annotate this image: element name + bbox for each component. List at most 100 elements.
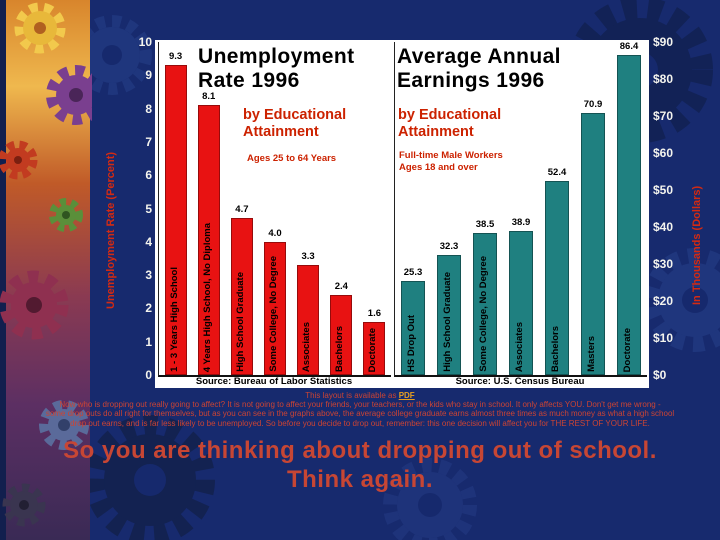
bar-category-label: 1 - 3 Years High School	[168, 267, 180, 372]
left-chart-note: Ages 25 to 64 Years	[247, 153, 337, 164]
left-chart-y-axis-ticks: 10 9 8 7 6 5 4 3 2 1 0	[122, 35, 152, 382]
gear-icon	[49, 198, 83, 232]
earnings-chart-plot: 25.3 HS Drop Out 32.3 High School Graduate 3…	[394, 41, 647, 377]
bar-value-label: 70.9	[583, 99, 603, 110]
gear-icon	[0, 270, 69, 340]
bar-value-label: 3.3	[301, 251, 315, 262]
y-tick-label: $60	[653, 146, 674, 160]
bar-category-label: Associates	[301, 321, 313, 372]
bar-category-label: Bachelors	[334, 326, 346, 372]
pdf-availability-line: This layout is available as PDF	[0, 391, 720, 400]
bar-category-label: Masters	[586, 336, 597, 372]
bar-category-label: Doctorate	[367, 327, 379, 372]
bar	[164, 65, 187, 375]
y-tick-label: 5	[145, 201, 152, 216]
bar	[437, 255, 461, 375]
y-tick-label: $30	[653, 257, 674, 271]
y-tick-label: $20	[653, 294, 674, 308]
gear-icon	[14, 2, 66, 54]
bar	[330, 295, 353, 375]
gear-icon	[643, 248, 720, 352]
gear-icon	[72, 15, 152, 95]
y-tick-label: 1	[145, 334, 152, 349]
right-chart-source: Source: U.S. Census Bureau	[455, 376, 585, 387]
bar-category-label: Bachelors	[550, 326, 561, 372]
right-chart-subtitle: by Educational Attainment	[398, 107, 502, 141]
bar	[545, 181, 569, 375]
headline-line-1: So you are thinking about dropping out o…	[63, 437, 657, 464]
bar	[197, 105, 220, 375]
y-tick-label: 4	[145, 234, 152, 249]
gear-icon	[85, 415, 215, 540]
unemployment-chart-plot: 9.3 1 - 3 Years High School 8.1 4 Years Hig…	[158, 42, 391, 377]
right-chart-title: Average Annual Earnings 1996	[397, 45, 561, 92]
bar	[401, 281, 425, 375]
bar	[473, 233, 497, 375]
body-paragraph: Now who is dropping out really going to …	[4, 400, 716, 428]
bar-category-label: Doctorate	[622, 327, 633, 372]
bar-value-label: 9.3	[169, 51, 183, 62]
bar-category-label: 4 Years High School, No Diploma	[201, 222, 213, 372]
paragraph-line: drop out earns, and is far less likely t…	[70, 418, 650, 428]
left-art-strip	[0, 0, 92, 540]
y-tick-label: 6	[145, 168, 152, 183]
y-tick-label: $70	[653, 109, 674, 123]
y-tick-label: $0	[653, 368, 667, 382]
y-tick-label: $40	[653, 220, 674, 234]
left-chart-subtitle: by Educational Attainment	[243, 107, 347, 141]
paragraph-line: Now who is dropping out really going to …	[59, 400, 661, 409]
right-chart-y-axis-title: In Thousands (Dollars)	[691, 185, 703, 305]
y-tick-label: 8	[145, 101, 152, 116]
y-tick-label: $80	[653, 72, 674, 86]
y-tick-label: 9	[145, 68, 152, 83]
bar	[363, 322, 386, 375]
left-chart-y-axis-title: Unemployment Rate (Percent)	[105, 151, 117, 309]
gear-icon	[0, 140, 38, 180]
y-tick-label: 0	[145, 368, 152, 382]
bar-value-label: 4.0	[268, 228, 282, 239]
y-tick-label: 3	[145, 268, 152, 283]
bar-category-label: Associates	[514, 321, 525, 372]
pdf-line-prefix: This layout is available as	[305, 391, 399, 400]
bar	[617, 55, 641, 375]
bar-value-label: 8.1	[202, 91, 216, 102]
bar-value-label: 38.9	[511, 217, 531, 228]
gear-icon	[383, 458, 477, 540]
bar-category-label: HS Drop Out	[406, 315, 417, 372]
left-chart-source: Source: Bureau of Labor Statistics	[195, 376, 353, 387]
bar-category-label: Some College, No Degree	[478, 256, 489, 372]
y-tick-label: $10	[653, 331, 674, 345]
bar-value-label: 25.3	[403, 267, 423, 278]
bar-value-label: 32.3	[439, 241, 459, 252]
bar-value-label: 86.4	[619, 41, 639, 52]
right-chart-note: Full-time Male Workers Ages 18 and over	[399, 150, 503, 173]
bar-category-label: High School Graduate	[234, 272, 246, 372]
bar-value-label: 1.6	[367, 308, 381, 319]
bar-value-label: 52.4	[547, 167, 567, 178]
bar-value-label: 38.5	[475, 219, 495, 230]
pdf-link[interactable]: PDF	[398, 391, 415, 400]
bar-value-label: 2.4	[334, 281, 348, 292]
left-chart-title: Unemployment Rate 1996	[198, 45, 355, 92]
gear-icon	[2, 483, 46, 527]
bar	[264, 242, 286, 375]
y-tick-label: 10	[138, 35, 152, 49]
y-tick-label: $50	[653, 183, 674, 197]
y-tick-label: 7	[145, 134, 152, 149]
bar	[230, 218, 253, 375]
y-tick-label: $90	[653, 35, 674, 49]
y-tick-label: 2	[145, 301, 152, 316]
bar	[297, 265, 320, 375]
gear-icon	[39, 400, 89, 450]
right-chart-y-axis-ticks: $90 $80 $70 $60 $50 $40 $30 $20 $10 $0	[653, 35, 687, 382]
bar-category-label: High School Graduate	[442, 272, 453, 372]
bar	[581, 113, 605, 375]
bar-category-label: Some College, No Degree	[268, 256, 279, 372]
bar-value-label: 4.7	[235, 204, 249, 215]
bar	[509, 231, 533, 375]
gear-icon	[46, 65, 92, 125]
paragraph-line: some drop outs do all right for themselv…	[45, 409, 675, 419]
headline-line-2: Think again.	[286, 466, 433, 493]
